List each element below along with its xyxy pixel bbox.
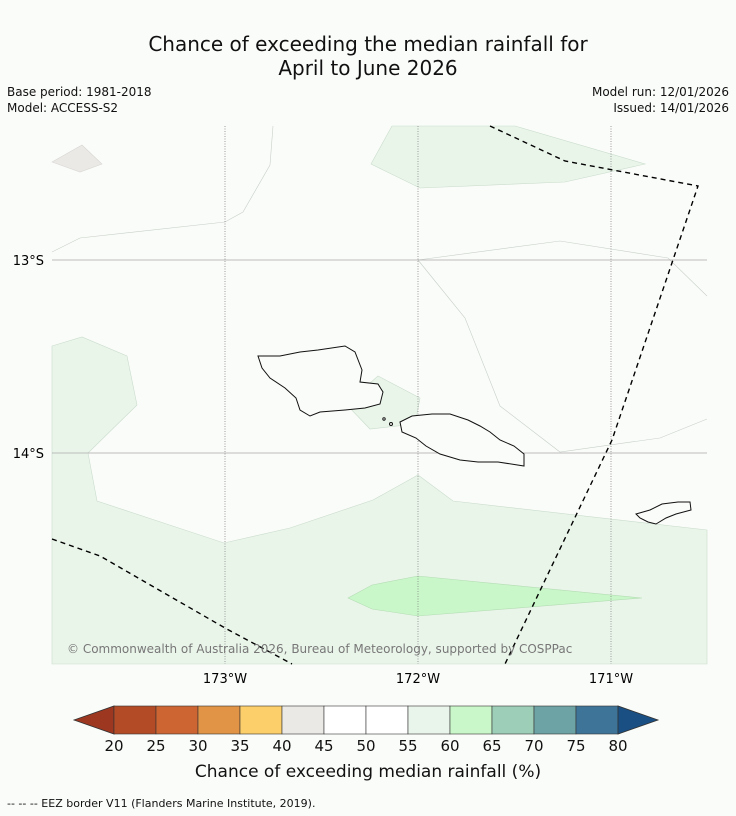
issued-label: Issued: 14/01/2026: [613, 101, 729, 115]
colorbar-bin: [449, 705, 493, 735]
apolima-islet: [382, 417, 386, 421]
region-55-60-south: [51, 336, 708, 665]
tutuila-island: [635, 501, 692, 525]
eez-footnote: -- -- -- EEZ border V11 (Flanders Marine…: [7, 797, 316, 810]
colorbar-tick-label: 70: [524, 737, 544, 755]
lat-label-14s: 14°S: [13, 447, 44, 462]
colorbar-bin: [197, 705, 241, 735]
colorbar-tick-label: 25: [146, 737, 166, 755]
colorbar-bin: [407, 705, 451, 735]
colorbar: [72, 705, 660, 735]
manono-islet: [389, 422, 393, 426]
colorbar-bin: [323, 705, 367, 735]
colorbar-bin: [113, 705, 157, 735]
colorbar-tick-label: 50: [356, 737, 376, 755]
colorbar-tick-label: 45: [314, 737, 334, 755]
colorbar-tick-label: 30: [188, 737, 208, 755]
colorbar-bin: [281, 705, 325, 735]
colorbar-tick-label: 35: [230, 737, 250, 755]
eez-borders: [51, 125, 699, 665]
chart-title-line1: Chance of exceeding the median rainfall …: [148, 32, 588, 56]
savaii-island: [257, 345, 384, 417]
model-label: Model: ACCESS-S2: [7, 101, 119, 115]
region-40-45: [51, 144, 103, 173]
colorbar-extend-low: [72, 705, 115, 735]
colorbar-bin: [155, 705, 199, 735]
chart-title-line2: April to June 2026: [278, 56, 458, 80]
colorbar-label: Chance of exceeding median rainfall (%): [194, 762, 542, 782]
colorbar-bin: [365, 705, 409, 735]
eez-border-east: [489, 125, 699, 665]
region-60-65: [347, 575, 643, 617]
lon-label-171w: 171°W: [589, 672, 633, 687]
lon-label-172w: 172°W: [396, 672, 440, 687]
lon-label-173w: 173°W: [203, 672, 247, 687]
colorbar-tick-label: 65: [482, 737, 502, 755]
model-run-label: Model run: 12/01/2026: [591, 85, 729, 99]
shading-layer: [51, 125, 708, 665]
lat-label-13s: 13°S: [13, 254, 44, 269]
contour-northwest: [51, 125, 274, 253]
colorbar-bin: [575, 705, 619, 735]
copyright-text: © Commonwealth of Australia 2026, Bureau…: [67, 642, 572, 656]
upolu-island: [399, 413, 525, 467]
coastlines: [257, 345, 692, 525]
graticule: [52, 126, 707, 664]
colorbar-bin: [491, 705, 535, 735]
region-55-60-north: [370, 125, 647, 189]
colorbar-bin: [239, 705, 283, 735]
colorbar-bin: [533, 705, 577, 735]
colorbar-tick-label: 75: [566, 737, 586, 755]
contour-lines: [51, 125, 708, 453]
colorbar-tick-label: 20: [104, 737, 124, 755]
colorbar-tick-label: 80: [608, 737, 628, 755]
colorbar-extend-high: [617, 705, 660, 735]
colorbar-tick-label: 40: [272, 737, 292, 755]
colorbar-tick-label: 60: [440, 737, 460, 755]
colorbar-tick-label: 55: [398, 737, 418, 755]
contour-northeast: [417, 240, 708, 297]
contour-east: [417, 259, 708, 453]
base-period-label: Base period: 1981-2018: [7, 85, 152, 99]
